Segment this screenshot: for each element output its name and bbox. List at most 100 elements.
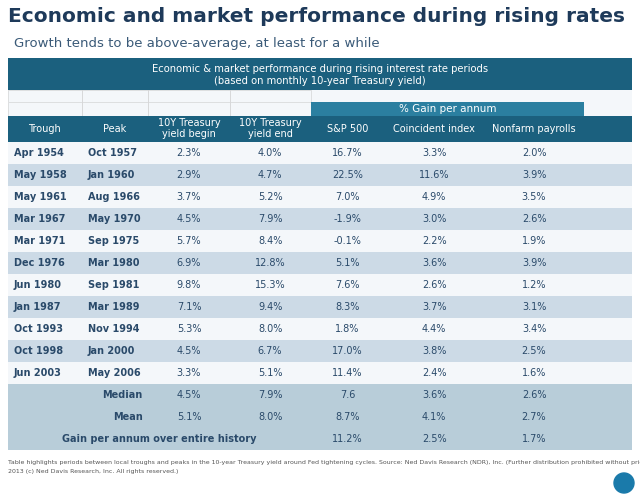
Text: 2.0%: 2.0% [522,148,547,158]
Text: 1.8%: 1.8% [335,324,360,334]
Text: 8.0%: 8.0% [258,412,282,422]
Bar [8,58,632,90]
Text: 12.8%: 12.8% [255,258,285,268]
Text: 9.8%: 9.8% [177,280,201,290]
Text: Mar 1967: Mar 1967 [14,214,65,224]
Text: 1.7%: 1.7% [522,434,547,444]
Bar [8,340,632,362]
Circle shape [614,473,634,493]
Bar [8,102,632,116]
Text: May 1961: May 1961 [14,192,67,202]
Text: Jan 1987: Jan 1987 [14,302,61,312]
Bar [8,90,82,102]
Text: Nonfarm payrolls: Nonfarm payrolls [492,124,576,134]
Text: 5.1%: 5.1% [177,412,201,422]
Text: Median: Median [102,390,142,400]
Text: S&P 500: S&P 500 [327,124,368,134]
Text: 6.7%: 6.7% [258,346,282,356]
Text: 3.9%: 3.9% [522,170,546,180]
Text: Mar 1980: Mar 1980 [88,258,139,268]
Text: 5.3%: 5.3% [177,324,201,334]
Text: Mean: Mean [113,412,142,422]
Text: May 2006: May 2006 [88,368,140,378]
Text: Aug 1966: Aug 1966 [88,192,140,202]
Text: Trough: Trough [28,124,61,134]
Bar [8,296,632,318]
Text: 3.8%: 3.8% [422,346,446,356]
Bar [148,102,230,116]
Bar [8,164,632,186]
Bar [8,384,632,406]
Bar [8,230,632,252]
Text: 2.6%: 2.6% [422,280,447,290]
Text: 4.5%: 4.5% [177,346,201,356]
Text: % Gain per annum: % Gain per annum [399,104,496,114]
Text: 3.6%: 3.6% [422,390,446,400]
Bar [8,274,632,296]
Bar [8,142,632,164]
Text: 1.2%: 1.2% [522,280,547,290]
Text: 2013 (c) Ned Davis Research, Inc. All rights reserved.): 2013 (c) Ned Davis Research, Inc. All ri… [8,469,179,474]
Text: May 1958: May 1958 [14,170,67,180]
Text: yield end: yield end [248,129,292,139]
Text: 11.2%: 11.2% [332,434,363,444]
Text: -1.9%: -1.9% [333,214,362,224]
Text: Sep 1981: Sep 1981 [88,280,139,290]
Text: 11.6%: 11.6% [419,170,449,180]
Text: 1.6%: 1.6% [522,368,546,378]
Bar [8,428,632,450]
Text: 2.2%: 2.2% [422,236,447,246]
Text: 16.7%: 16.7% [332,148,363,158]
Text: Economic and market performance during rising rates: Economic and market performance during r… [8,6,625,26]
Text: Coincident index: Coincident index [393,124,475,134]
Text: 10Y Treasury: 10Y Treasury [239,118,301,128]
Text: 3.6%: 3.6% [422,258,446,268]
Text: 2.5%: 2.5% [422,434,447,444]
Text: 10Y Treasury: 10Y Treasury [157,118,220,128]
Text: Economic & market performance during rising interest rate periods: Economic & market performance during ris… [152,64,488,74]
Bar [8,186,632,208]
Text: (based on monthly 10-year Treasury yield): (based on monthly 10-year Treasury yield… [214,76,426,86]
Text: Oct 1998: Oct 1998 [14,346,63,356]
Text: 2.7%: 2.7% [522,412,547,422]
Text: Apr 1954: Apr 1954 [14,148,64,158]
Text: 3.4%: 3.4% [522,324,546,334]
Text: 6.9%: 6.9% [177,258,201,268]
Text: Oct 1993: Oct 1993 [14,324,63,334]
Text: yield begin: yield begin [162,129,216,139]
Bar [148,90,230,102]
Bar [310,102,584,116]
Text: 17.0%: 17.0% [332,346,363,356]
Bar [8,208,632,230]
Bar [82,102,148,116]
Text: Nov 1994: Nov 1994 [88,324,139,334]
Text: 7.0%: 7.0% [335,192,360,202]
Text: 3.5%: 3.5% [522,192,547,202]
Text: Gain per annum over entire history: Gain per annum over entire history [62,434,257,444]
Text: 9.4%: 9.4% [258,302,282,312]
Text: 12: 12 [617,478,631,488]
Text: Mar 1971: Mar 1971 [14,236,65,246]
Text: 2.3%: 2.3% [177,148,201,158]
Text: 2.9%: 2.9% [177,170,201,180]
Text: 4.1%: 4.1% [422,412,446,422]
Bar [8,102,82,116]
Text: May 1970: May 1970 [88,214,140,224]
Text: 22.5%: 22.5% [332,170,363,180]
Bar [8,318,632,340]
Text: Jun 1980: Jun 1980 [14,280,62,290]
Text: 7.9%: 7.9% [258,214,282,224]
Bar [230,90,310,102]
Text: Oct 1957: Oct 1957 [88,148,136,158]
Text: 3.7%: 3.7% [422,302,447,312]
Text: 7.6: 7.6 [340,390,355,400]
Text: 3.9%: 3.9% [522,258,546,268]
Bar [8,362,632,384]
Text: 2.6%: 2.6% [522,214,547,224]
Bar [8,252,632,274]
Bar [230,102,310,116]
Text: 4.0%: 4.0% [258,148,282,158]
Text: 1.9%: 1.9% [522,236,546,246]
Text: 5.7%: 5.7% [177,236,201,246]
Text: Jun 2003: Jun 2003 [14,368,62,378]
